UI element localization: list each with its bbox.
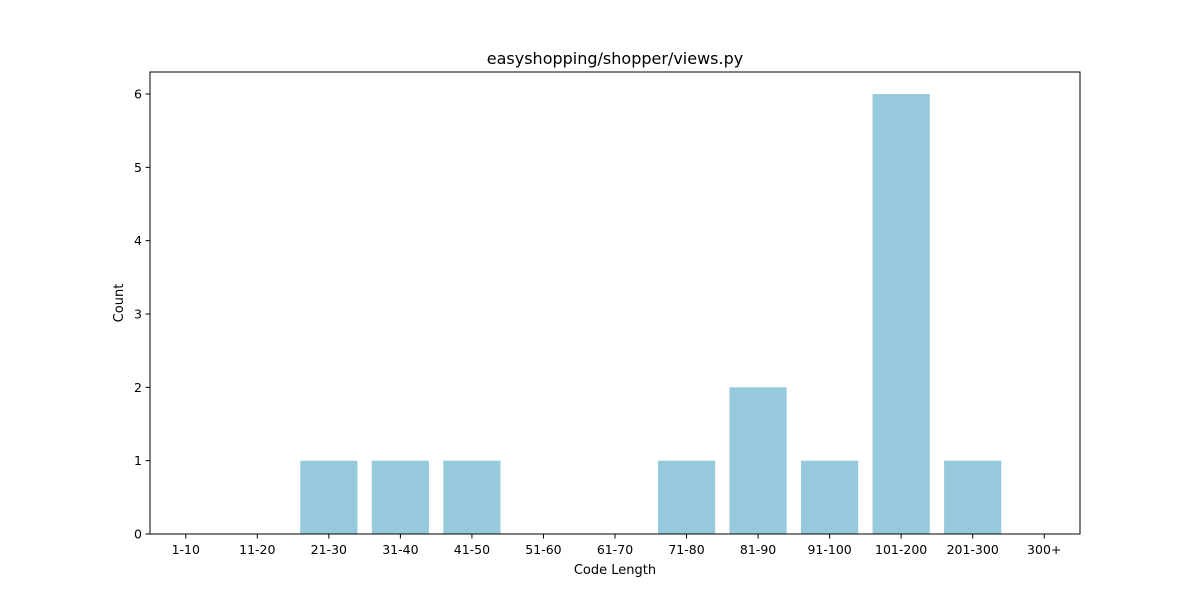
bar-21-30 [300, 460, 358, 534]
bar-41-50 [443, 460, 501, 534]
x-tick-label: 11-20 [239, 542, 275, 557]
x-tick-label: 91-100 [807, 542, 851, 557]
bar-201-300 [944, 460, 1002, 534]
y-axis-label: Count [112, 284, 127, 323]
x-tick-label: 41-50 [454, 542, 490, 557]
x-tick-label: 71-80 [668, 542, 704, 557]
y-tick-label: 5 [134, 160, 142, 175]
x-tick-label: 201-300 [947, 542, 999, 557]
bar-81-90 [729, 387, 787, 534]
bar-71-80 [657, 460, 716, 534]
y-tick-label: 6 [134, 87, 142, 102]
x-tick-label: 300+ [1027, 542, 1061, 557]
x-axis: 1-10 11-20 21-30 31-40 41-50 51-60 61-70 71-80 8… [172, 534, 1061, 557]
y-axis: 0 1 2 3 4 5 6 [134, 87, 150, 542]
bar-31-40 [371, 460, 429, 534]
x-tick-label: 61-70 [597, 542, 633, 557]
x-tick-label: 81-90 [740, 542, 776, 557]
y-tick-label: 0 [134, 527, 142, 542]
x-tick-label: 101-200 [875, 542, 927, 557]
y-tick-label: 2 [134, 380, 142, 395]
bar-101-200 [872, 94, 930, 534]
y-tick-label: 4 [134, 233, 142, 248]
plot-frame [149, 71, 1081, 535]
x-tick-label: 51-60 [525, 542, 561, 557]
x-tick-label: 31-40 [382, 542, 418, 557]
y-tick-label: 1 [134, 453, 142, 468]
x-tick-label: 21-30 [311, 542, 347, 557]
bar-91-100 [801, 460, 859, 534]
bars-layer [300, 94, 1002, 534]
x-tick-label: 1-10 [172, 542, 200, 557]
y-tick-label: 3 [134, 307, 142, 322]
x-axis-label: Code Length [574, 563, 656, 578]
chart-title: easyshopping/shopper/views.py [487, 49, 743, 68]
